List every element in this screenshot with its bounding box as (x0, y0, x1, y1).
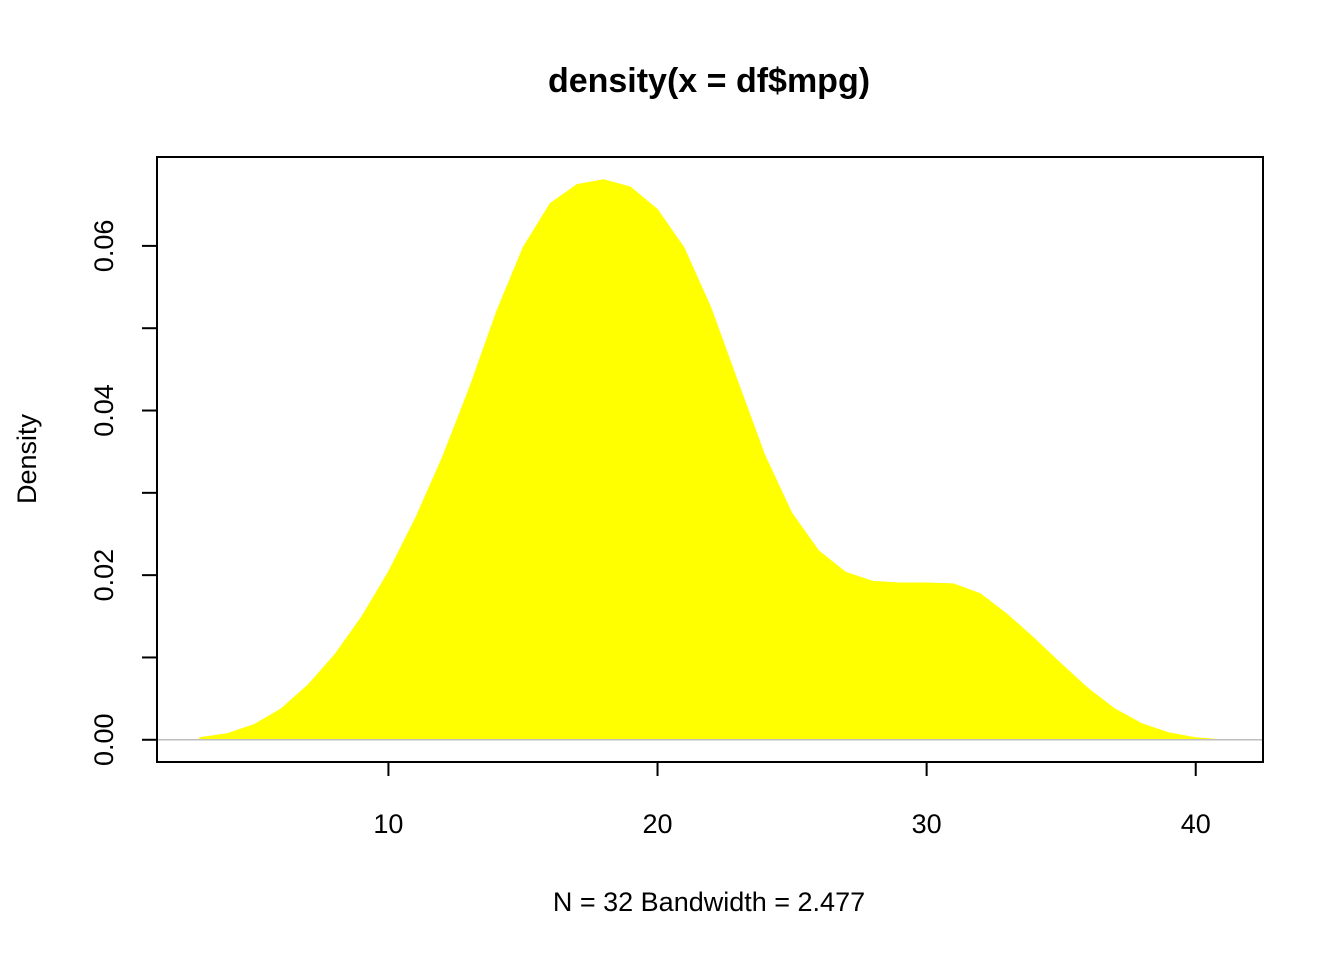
y-axis-label: Density (12, 413, 42, 504)
y-tick-label: 0.06 (89, 220, 119, 273)
y-tick-label: 0.02 (89, 549, 119, 602)
x-axis: 10 20 30 40 (373, 761, 1211, 839)
x-tick-label: 20 (643, 809, 673, 839)
y-tick-label: 0.04 (89, 384, 119, 437)
chart-title: density(x = df$mpg) (548, 62, 870, 100)
x-tick-label: 40 (1181, 809, 1211, 839)
x-tick-label: 30 (912, 809, 942, 839)
density-area (199, 179, 1219, 740)
plot-layer (157, 179, 1263, 741)
y-tick-label: 0.00 (89, 713, 119, 766)
x-tick-label: 10 (373, 809, 403, 839)
x-axis-label: N = 32 Bandwidth = 2.477 (553, 887, 865, 917)
y-axis: 0.00 0.02 0.04 0.06 (89, 220, 158, 766)
